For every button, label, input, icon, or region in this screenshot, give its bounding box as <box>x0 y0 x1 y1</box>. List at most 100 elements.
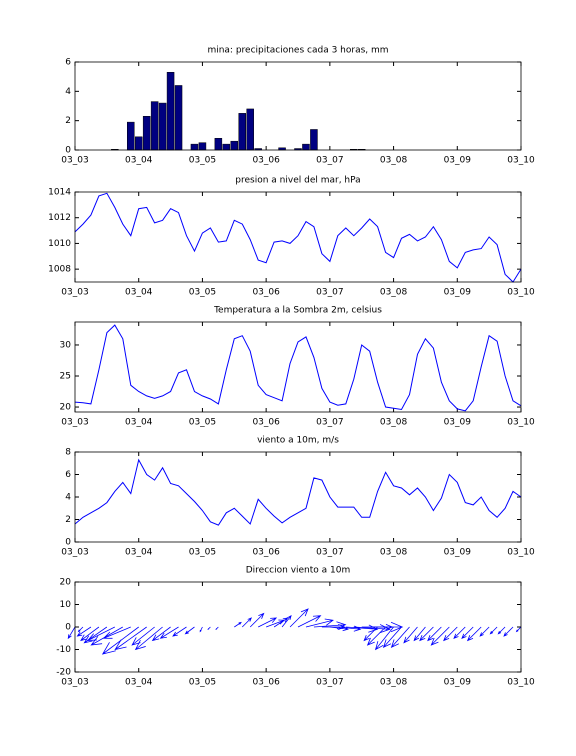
wind-arrow <box>466 626 482 642</box>
wind-arrow <box>172 626 187 637</box>
x-tick-label: 03_04 <box>125 678 153 688</box>
x-tick-label: 03_07 <box>316 156 343 166</box>
bar <box>142 116 151 151</box>
wind-arrow <box>382 626 402 649</box>
wind-arrow <box>199 626 203 633</box>
x-tick-label: 03_06 <box>252 548 280 558</box>
bar <box>127 121 135 151</box>
x-tick-label: 03_08 <box>380 678 408 688</box>
wind-arrow <box>366 626 386 646</box>
wind-arrow <box>102 626 131 639</box>
bar <box>166 72 175 151</box>
bar <box>238 113 246 151</box>
y-tick-label: -20 <box>56 668 71 678</box>
x-tick-label: 03_04 <box>125 548 153 558</box>
wind-arrow <box>76 626 92 637</box>
wind-arrow <box>234 621 242 628</box>
y-tick-label: -10 <box>56 645 71 655</box>
wind-arrow <box>131 626 155 646</box>
x-tick-label: 03_10 <box>507 418 535 428</box>
x-tick-label: 03_04 <box>125 288 153 298</box>
chart-title: mina: precipitaciones cada 3 horas, mm <box>207 46 388 56</box>
x-tick-label: 03_10 <box>507 288 535 298</box>
x-tick-label: 03_10 <box>507 678 535 688</box>
wind-arrow <box>67 626 76 640</box>
wind-arrow <box>77 626 84 633</box>
x-tick-label: 03_09 <box>444 418 472 428</box>
bar <box>230 140 239 151</box>
wind-arrow <box>497 626 506 635</box>
axes-box <box>74 61 522 151</box>
x-tick-label: 03_04 <box>125 418 153 428</box>
axes-box <box>74 321 522 413</box>
x-tick-label: 03_08 <box>380 548 408 558</box>
x-tick-label: 03_09 <box>444 548 472 558</box>
x-tick-label: 03_05 <box>189 156 216 166</box>
x-tick-label: 03_03 <box>61 288 88 298</box>
wind-arrow <box>249 612 265 628</box>
bar <box>198 142 207 151</box>
y-tick-label: 1008 <box>48 265 71 275</box>
x-tick-label: 03_05 <box>189 418 216 428</box>
chart-title: viento a 10m, m/s <box>257 436 339 446</box>
wind-arrow <box>297 615 322 628</box>
x-tick-label: 03_06 <box>252 156 280 166</box>
bar <box>158 102 167 151</box>
x-tick-label: 03_08 <box>380 288 408 298</box>
axes-box <box>74 191 522 283</box>
wind-arrow <box>184 626 195 635</box>
wind-arrow <box>479 626 490 637</box>
wind-arrow <box>215 626 219 630</box>
wind-arrow <box>345 624 379 633</box>
wind-arrow <box>515 626 522 633</box>
wind-arrow <box>403 626 418 644</box>
wind-arrow <box>503 626 514 637</box>
y-tick-label: 2 <box>65 116 71 126</box>
wind-arrow <box>453 626 466 639</box>
x-tick-label: 03_03 <box>61 678 88 688</box>
y-tick-label: 4 <box>65 493 71 503</box>
wind-arrow <box>289 608 309 628</box>
wind-arrow <box>489 626 498 635</box>
wind-arrow <box>419 626 434 642</box>
y-tick-label: 20 <box>60 578 72 588</box>
bar <box>214 138 223 151</box>
wind-arrow <box>413 626 426 642</box>
wind-arrow <box>134 626 163 651</box>
x-tick-label: 03_05 <box>189 548 216 558</box>
x-tick-label: 03_10 <box>507 156 535 166</box>
chart-title: Temperatura a la Sombra 2m, celsius <box>213 306 382 316</box>
wind-arrow <box>281 614 292 628</box>
x-tick-label: 03_05 <box>189 678 216 688</box>
y-tick-label: 20 <box>60 403 72 413</box>
y-tick-label: 0 <box>65 146 71 156</box>
wind-arrow <box>207 626 211 630</box>
bar <box>134 136 143 151</box>
y-tick-label: 10 <box>60 600 72 610</box>
wind-arrow <box>374 626 394 651</box>
wind-arrow <box>90 626 123 646</box>
wind-arrow <box>151 626 171 642</box>
wind-arrow <box>305 618 334 628</box>
x-tick-label: 03_09 <box>444 678 472 688</box>
x-tick-label: 03_04 <box>125 156 153 166</box>
series-line <box>74 458 522 526</box>
x-tick-label: 03_08 <box>380 418 408 428</box>
y-tick-label: 30 <box>60 340 72 350</box>
wind-arrow <box>86 626 115 641</box>
y-tick-label: 1010 <box>48 239 71 249</box>
series-line <box>74 324 522 412</box>
wind-arrow <box>430 626 450 646</box>
y-tick-label: 2 <box>65 515 71 525</box>
wind-arrow <box>159 626 179 639</box>
wind-arrow <box>258 617 278 628</box>
x-tick-label: 03_05 <box>189 288 216 298</box>
y-tick-label: 0 <box>65 538 71 548</box>
x-tick-label: 03_03 <box>61 418 88 428</box>
y-tick-label: 0 <box>65 623 71 633</box>
x-tick-label: 03_09 <box>444 288 472 298</box>
x-tick-label: 03_09 <box>444 156 472 166</box>
bar <box>302 143 310 151</box>
x-tick-label: 03_06 <box>252 288 280 298</box>
y-tick-label: 25 <box>60 372 71 382</box>
